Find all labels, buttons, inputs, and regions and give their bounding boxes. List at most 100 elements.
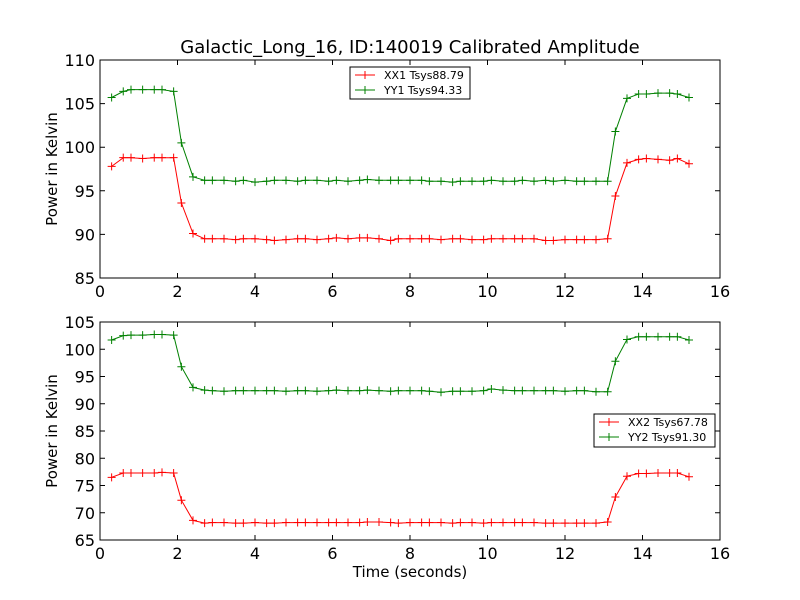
- bottom-data-point: [355, 518, 364, 527]
- bottom-data-point: [177, 496, 186, 505]
- bottom-data-point: [642, 469, 651, 478]
- bottom-data-point: [487, 518, 496, 527]
- bottom-legend-swatch: [599, 418, 619, 426]
- bottom-data-point: [394, 386, 403, 395]
- bottom-data-point: [673, 468, 682, 477]
- top-data-point: [200, 234, 209, 243]
- bottom-data-point: [262, 519, 271, 528]
- top-data-point: [673, 154, 682, 163]
- bottom-y-tick-label: 95: [75, 368, 95, 387]
- bottom-data-point: [437, 388, 445, 397]
- bottom-data-point: [208, 386, 217, 395]
- top-data-point: [200, 176, 209, 185]
- top-data-point: [189, 172, 197, 181]
- top-data-point: [518, 176, 527, 185]
- top-data-point: [332, 176, 341, 185]
- bottom-y-tick-label: 90: [75, 395, 95, 414]
- bottom-data-point: [665, 468, 674, 477]
- bottom-data-point: [572, 519, 581, 528]
- bottom-y-axis-label: Power in Kelvin: [43, 374, 61, 488]
- top-data-point: [468, 177, 476, 186]
- bottom-data-point: [592, 387, 600, 396]
- top-x-tick-label: 16: [710, 282, 730, 301]
- bottom-data-point: [200, 519, 209, 528]
- top-data-point: [611, 192, 620, 201]
- bottom-data-point: [375, 518, 383, 527]
- top-data-point: [189, 229, 197, 238]
- figure-title: Galactic_Long_16, ID:140019 Calibrated A…: [180, 37, 639, 58]
- top-data-point: [456, 234, 465, 243]
- top-data-point: [107, 162, 116, 171]
- bottom-data-point: [344, 386, 352, 395]
- top-data-point: [685, 93, 693, 102]
- top-x-tick-label: 12: [555, 282, 575, 301]
- bottom-legend-label: XX2 Tsys67.78: [628, 416, 708, 429]
- bottom-data-point: [541, 386, 550, 395]
- top-data-point: [425, 177, 434, 186]
- top-x-tick-label: 14: [632, 282, 652, 301]
- top-data-point: [406, 234, 414, 243]
- bottom-legend-box: [593, 413, 716, 448]
- bottom-data-point: [530, 386, 538, 395]
- top-data-point: [654, 89, 662, 98]
- bottom-data-point: [220, 518, 228, 527]
- bottom-y-tick-label: 65: [75, 531, 95, 550]
- bottom-data-point: [127, 468, 135, 477]
- bottom-data-point: [665, 332, 674, 341]
- top-data-point: [169, 87, 178, 96]
- bottom-data-point: [262, 386, 271, 395]
- bottom-x-tick-label: 2: [172, 544, 182, 563]
- bottom-data-point: [150, 330, 159, 339]
- bottom-data-point: [293, 518, 302, 527]
- top-panel: 0 2 4 6 8 10 12 14 16 85 90 95 100 105 110 Power in Kel…: [43, 51, 730, 301]
- top-data-point: [673, 90, 682, 99]
- bottom-series-1: [107, 468, 693, 528]
- top-data-point: [231, 177, 240, 186]
- top-data-point: [324, 177, 333, 186]
- bottom-data-point: [127, 331, 135, 340]
- bottom-data-point: [518, 386, 527, 395]
- top-data-point: [634, 90, 643, 99]
- bottom-data-point: [332, 386, 341, 395]
- top-data-point: [510, 177, 519, 186]
- top-data-point: [344, 234, 352, 243]
- bottom-data-point: [437, 518, 445, 527]
- bottom-data-point: [231, 519, 240, 528]
- top-data-point: [634, 155, 643, 164]
- top-data-point: [603, 234, 612, 243]
- bottom-data-point: [549, 386, 558, 395]
- top-data-point: [580, 177, 589, 186]
- bottom-data-point: [324, 386, 333, 395]
- bottom-data-point: [208, 518, 217, 527]
- top-data-point: [611, 127, 620, 136]
- bottom-data-point: [119, 331, 128, 340]
- top-data-point: [239, 234, 248, 243]
- top-data-point: [572, 177, 581, 186]
- top-data-point: [251, 178, 259, 187]
- top-data-point: [479, 235, 488, 244]
- bottom-data-point: [301, 386, 310, 395]
- top-data-point: [150, 153, 159, 162]
- bottom-data-point: [549, 519, 558, 528]
- top-data-point: [138, 85, 147, 94]
- bottom-data-point: [479, 519, 488, 528]
- top-data-point: [344, 177, 352, 186]
- top-data-point: [479, 177, 488, 186]
- bottom-data-point: [417, 386, 426, 395]
- top-data-point: [270, 236, 279, 245]
- bottom-data-point: [603, 387, 612, 396]
- bottom-data-point: [417, 518, 426, 527]
- top-y-tick-label: 90: [75, 225, 95, 244]
- top-data-point: [293, 234, 302, 243]
- bottom-y-tick-label: 70: [75, 504, 95, 523]
- top-data-point: [592, 235, 600, 244]
- bottom-data-point: [270, 519, 279, 528]
- top-data-point: [375, 234, 383, 243]
- bottom-data-point: [150, 468, 159, 477]
- bottom-data-point: [456, 518, 465, 527]
- bottom-data-point: [611, 357, 620, 366]
- top-data-point: [239, 176, 248, 185]
- bottom-data-point: [200, 386, 209, 395]
- top-data-point: [127, 85, 135, 94]
- top-data-point: [127, 153, 135, 162]
